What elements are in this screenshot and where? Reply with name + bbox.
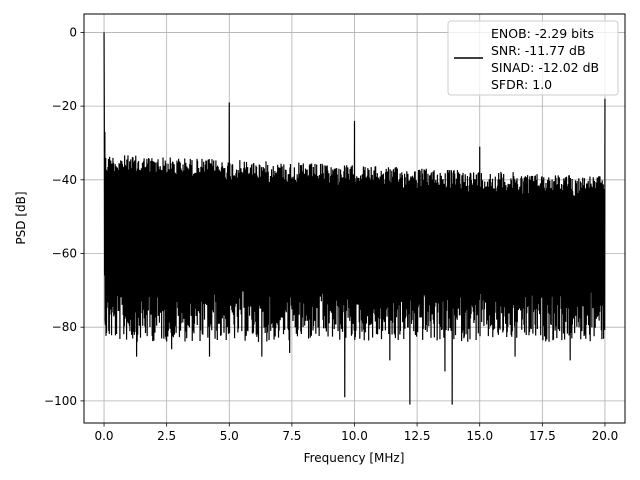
x-tick-label: 12.5 bbox=[404, 429, 431, 443]
x-tick-label: 7.5 bbox=[282, 429, 301, 443]
x-axis-ticks: 0.0 2.5 5.0 7.5 10.0 12.5 15.0 17.5 20.0 bbox=[94, 423, 618, 443]
legend-line-2: SNR: -11.77 dB bbox=[491, 43, 586, 58]
legend-box bbox=[447, 20, 619, 96]
x-tick-label: 15.0 bbox=[466, 429, 493, 443]
legend: ENOB: -2.29 bits SNR: -11.77 dB SINAD: -… bbox=[447, 20, 619, 96]
psd-series bbox=[103, 32, 606, 405]
x-tick-label: 20.0 bbox=[592, 429, 619, 443]
y-tick-label: −20 bbox=[52, 99, 77, 113]
y-tick-label: −100 bbox=[44, 394, 77, 408]
y-tick-label: 0 bbox=[69, 25, 77, 39]
y-tick-label: −60 bbox=[52, 247, 77, 261]
x-tick-label: 10.0 bbox=[341, 429, 368, 443]
x-tick-label: 0.0 bbox=[94, 429, 113, 443]
legend-line-4: SFDR: 1.0 bbox=[491, 77, 552, 92]
y-axis-label: PSD [dB] bbox=[14, 191, 28, 244]
x-tick-label: 5.0 bbox=[220, 429, 239, 443]
y-tick-label: −40 bbox=[52, 173, 77, 187]
psd-trace-line bbox=[103, 32, 606, 405]
y-axis-ticks: 0 −20 −40 −60 −80 −100 bbox=[44, 25, 84, 408]
x-axis-label: Frequency [MHz] bbox=[304, 451, 405, 465]
legend-line-3: SINAD: -12.02 dB bbox=[491, 60, 599, 75]
x-tick-label: 17.5 bbox=[529, 429, 556, 443]
x-tick-label: 2.5 bbox=[157, 429, 176, 443]
legend-line-1: ENOB: -2.29 bits bbox=[491, 26, 594, 41]
y-tick-label: −80 bbox=[52, 320, 77, 334]
